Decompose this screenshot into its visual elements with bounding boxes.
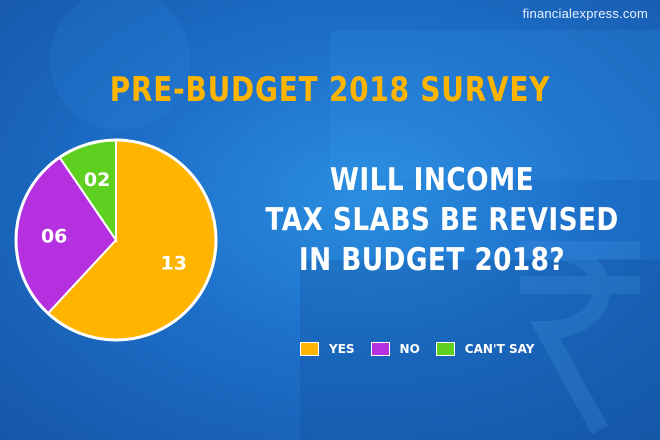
pie-data-label: 06 (41, 225, 67, 247)
question-line-3: IN BUDGET 2018? (298, 242, 566, 278)
survey-question: WILL INCOME TAX SLABS BE REVISED IN BUDG… (236, 160, 628, 280)
legend-item: NO (370, 342, 420, 356)
survey-title: PRE-BUDGET 2018 SURVEY (109, 70, 551, 110)
legend-swatch (435, 342, 455, 356)
legend-label: NO (399, 342, 420, 356)
legend-label: CAN'T SAY (464, 342, 535, 356)
legend-item: YES (300, 342, 355, 356)
legend-swatch (370, 342, 390, 356)
pie-outline (14, 138, 218, 342)
pie-data-label: 02 (84, 169, 110, 191)
legend-label: YES (329, 342, 355, 356)
pie-data-label: 13 (160, 253, 186, 275)
legend-swatch (300, 342, 319, 356)
site-watermark: financialexpress.com (522, 6, 648, 21)
legend-item: CAN'T SAY (435, 342, 535, 356)
question-line-2: TAX SLABS BE REVISED (265, 202, 619, 238)
chart-legend: YES NO CAN'T SAY (300, 342, 550, 356)
question-line-1: WILL INCOME (329, 162, 535, 198)
